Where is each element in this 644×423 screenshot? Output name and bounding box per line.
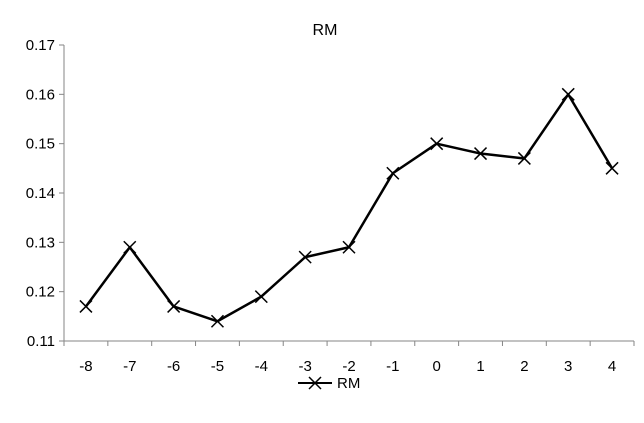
- series-layer: [79, 87, 619, 328]
- x-tick-label: 3: [564, 358, 572, 375]
- series-line: [84, 93, 614, 323]
- legend-marker-x-icon: [308, 376, 322, 390]
- y-tick-label: 0.16: [26, 86, 55, 103]
- x-tick-label: 4: [608, 358, 616, 375]
- y-tick-label: 0.12: [26, 284, 55, 301]
- data-point-x-marker: [167, 299, 181, 313]
- legend: RM: [298, 375, 360, 392]
- x-tick-label: -1: [386, 358, 399, 375]
- x-tick-label: -2: [342, 358, 355, 375]
- data-point-x-marker: [386, 166, 400, 180]
- y-tick-label: 0.11: [27, 333, 55, 350]
- y-tick-label: 0.13: [26, 234, 55, 251]
- legend-label: RM: [337, 375, 360, 392]
- data-point-x-marker: [210, 314, 224, 328]
- y-tick-label: 0.15: [26, 136, 55, 153]
- data-point-x-marker: [517, 151, 531, 165]
- x-tick-label: 2: [520, 358, 528, 375]
- data-point-x-marker: [254, 290, 268, 304]
- data-point-x-marker: [605, 161, 619, 175]
- data-point-x-marker: [79, 299, 93, 313]
- x-tick-label: -4: [255, 358, 268, 375]
- x-tick-label: 0: [433, 358, 441, 375]
- x-tick-label: -3: [298, 358, 311, 375]
- data-point-x-marker: [561, 87, 575, 101]
- x-tick-label: -5: [211, 358, 224, 375]
- x-tick-label: -6: [167, 358, 180, 375]
- axes: 0.11 0.12 0.13 0.14 0.15 0.16 0.17 -8 -7 -6 -5 -4 -3…: [26, 37, 635, 375]
- data-point-x-marker: [474, 147, 488, 161]
- data-point-x-marker: [430, 137, 444, 151]
- data-point-x-marker: [123, 240, 137, 254]
- x-tick-label: -7: [123, 358, 136, 375]
- chart-title: RM: [313, 22, 338, 39]
- x-tick-label: -8: [79, 358, 92, 375]
- data-point-x-marker: [298, 250, 312, 264]
- y-tick-label: 0.14: [26, 185, 55, 202]
- x-tick-label: 1: [476, 358, 484, 375]
- data-point-x-marker: [342, 240, 356, 254]
- y-tick-label: 0.17: [26, 37, 55, 54]
